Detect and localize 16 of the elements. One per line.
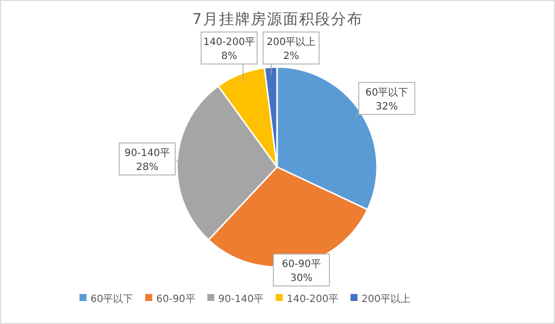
slice-label: 140-200平 [203, 37, 256, 48]
legend-label: 60-90平 [156, 294, 196, 305]
legend-label: 60平以下 [90, 293, 134, 305]
data-label: 30% [290, 273, 312, 284]
slice-label: 90-140平 [124, 148, 170, 159]
legend-label: 140-200平 [286, 294, 339, 305]
data-label: 32% [376, 101, 398, 112]
data-label: 2% [283, 51, 300, 62]
legend-label: 200平以上 [362, 293, 411, 305]
chart-title: 7月挂牌房源面积段分布 [192, 10, 363, 28]
slice-label: 60平以下 [365, 86, 408, 98]
legend-label: 90-140平 [218, 294, 264, 305]
data-label: 8% [221, 51, 238, 62]
slice-label: 200平以上 [266, 36, 316, 48]
slice-label: 60-90平 [282, 259, 321, 270]
data-label: 28% [136, 162, 158, 173]
